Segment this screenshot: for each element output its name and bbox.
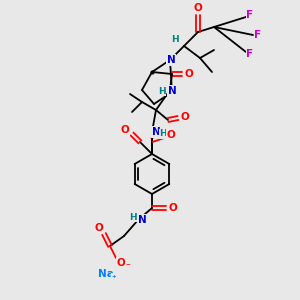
Text: H: H xyxy=(158,86,166,95)
Text: O: O xyxy=(117,258,125,268)
Text: O: O xyxy=(194,3,202,13)
Text: N: N xyxy=(167,55,176,65)
Text: O: O xyxy=(169,203,177,213)
Text: ⁻: ⁻ xyxy=(126,262,130,272)
Text: O: O xyxy=(167,130,176,140)
Text: H: H xyxy=(129,212,137,221)
Text: O: O xyxy=(184,69,194,79)
Text: F: F xyxy=(246,10,254,20)
Text: N: N xyxy=(168,86,176,96)
Text: F: F xyxy=(254,30,262,40)
Text: F: F xyxy=(246,49,254,59)
Text: Na: Na xyxy=(98,269,114,279)
Text: H: H xyxy=(171,34,179,43)
Text: H: H xyxy=(159,130,167,139)
Text: O: O xyxy=(94,223,103,233)
Text: N: N xyxy=(167,55,176,65)
Text: O: O xyxy=(121,125,129,135)
Text: N: N xyxy=(152,127,160,137)
Text: ⁺: ⁺ xyxy=(112,274,116,283)
Text: N: N xyxy=(138,215,146,225)
Text: O: O xyxy=(181,112,189,122)
